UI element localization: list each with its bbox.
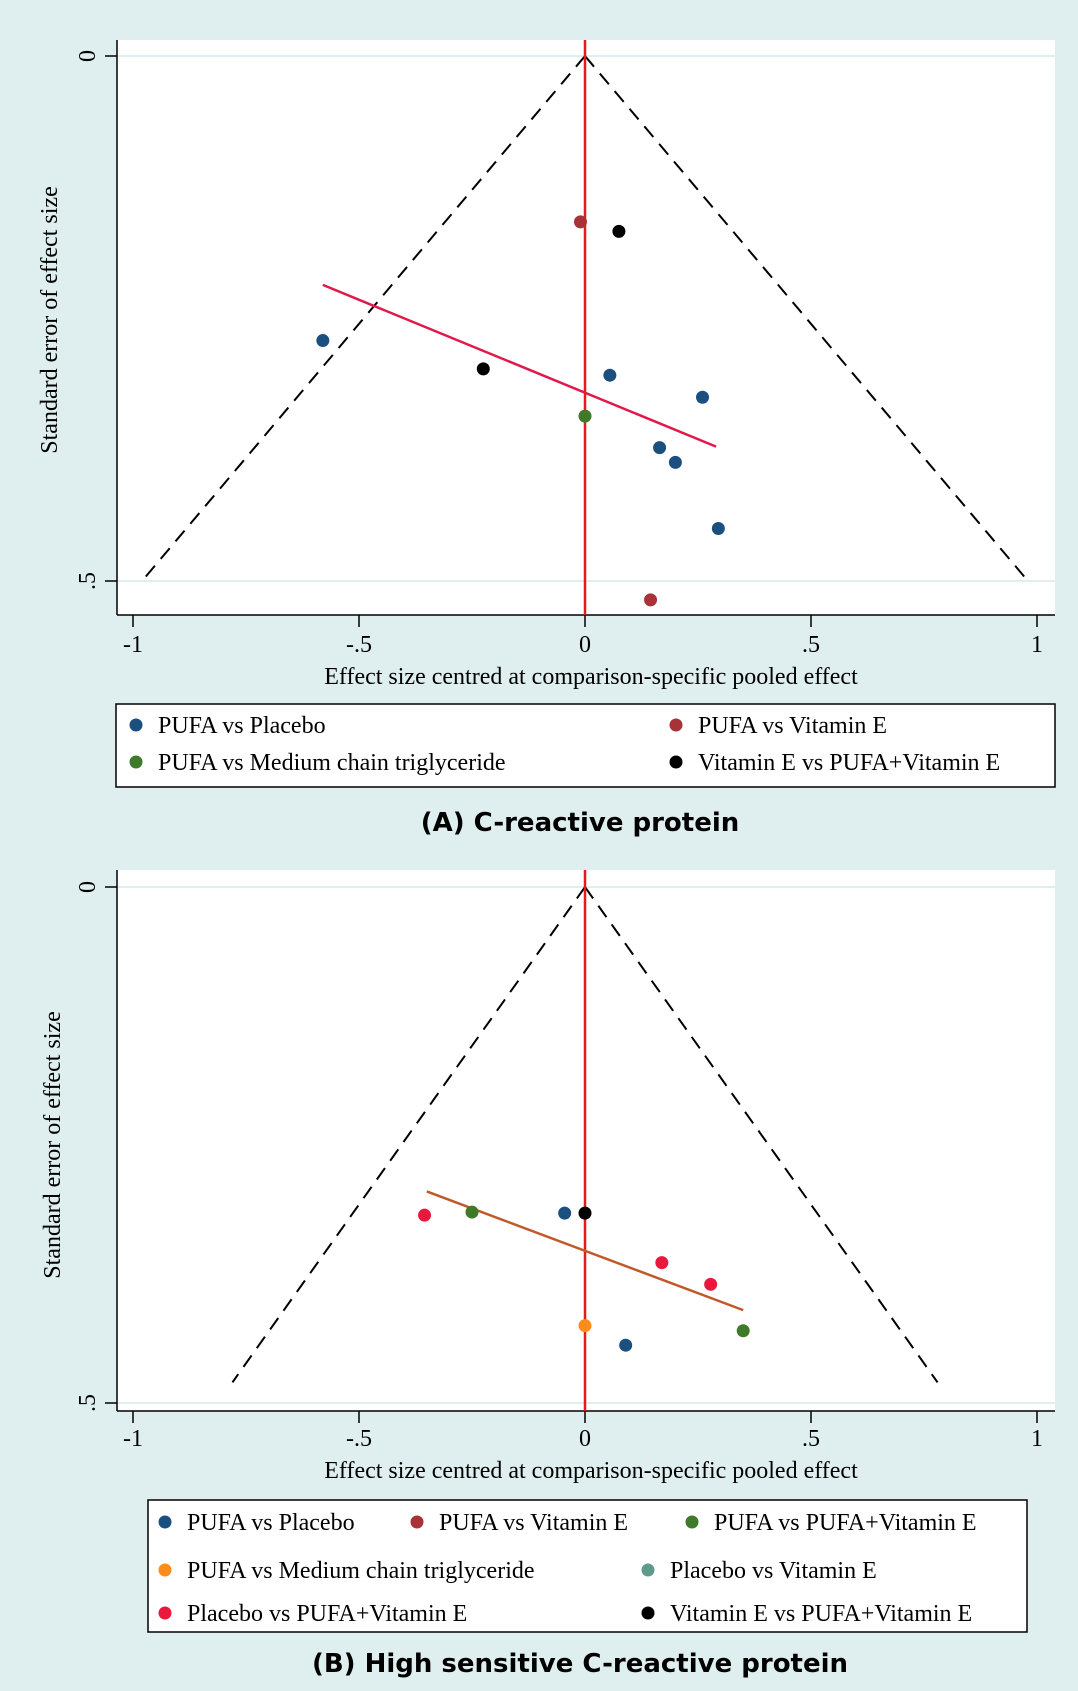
- x-tick-label-0: -1: [123, 1426, 143, 1452]
- panel-title: (B) High sensitive C-reactive protein: [312, 1649, 848, 1679]
- legend-marker-3: [158, 1563, 172, 1577]
- x-axis-label: Effect size centred at comparison-specif…: [324, 664, 858, 690]
- point-series-0-0: [558, 1206, 572, 1220]
- x-tick-label-1: -.5: [346, 1426, 372, 1452]
- panel-a: -1 -.5 0 .5 1 0 .5 Standard error of effect siz…: [37, 40, 1056, 838]
- legend-marker-1: [669, 718, 683, 732]
- x-tick-label-0: -1: [123, 632, 143, 658]
- x-tick-label-3: .5: [802, 632, 820, 658]
- legend-label-1: PUFA vs Vitamin E: [698, 713, 887, 739]
- y-axis-label: Standard error of effect size: [37, 186, 63, 453]
- funnel-right-limit: [584, 886, 939, 1383]
- x-tick-label-4: 1: [1031, 1426, 1043, 1452]
- point-series-0-0: [316, 334, 330, 348]
- legend-marker-1: [410, 1515, 424, 1529]
- point-series-3-0: [612, 224, 626, 238]
- x-tick-label-3: .5: [802, 1426, 820, 1452]
- legend-label-1: PUFA vs Vitamin E: [439, 1510, 628, 1536]
- y-tick-label-0: 0: [75, 881, 101, 893]
- legend-marker-2: [685, 1515, 699, 1529]
- y-tick-label-1: .5: [75, 1394, 101, 1412]
- point-series-0-3: [653, 441, 667, 455]
- legend-marker-4: [641, 1563, 655, 1577]
- legend-marker-0: [129, 718, 143, 732]
- legend-marker-0: [158, 1515, 172, 1529]
- x-tick-label-4: 1: [1031, 632, 1043, 658]
- y-tick-label-1: .5: [75, 572, 101, 590]
- point-series-1-0: [573, 215, 587, 229]
- regression-line: [322, 283, 717, 448]
- legend-label-3: Vitamin E vs PUFA+Vitamin E: [698, 750, 1000, 776]
- point-series-2-0: [578, 409, 592, 423]
- legend-box: [147, 1499, 1028, 1633]
- point-series-5-1: [655, 1256, 669, 1270]
- point-series-2-0: [465, 1205, 479, 1219]
- legend-label-6: Vitamin E vs PUFA+Vitamin E: [670, 1601, 972, 1627]
- regression-line: [426, 1190, 744, 1312]
- point-series-0-2: [696, 390, 710, 404]
- legend-label-4: Placebo vs Vitamin E: [670, 1558, 877, 1584]
- legend-label-0: PUFA vs Placebo: [187, 1510, 355, 1536]
- point-series-0-5: [711, 522, 725, 535]
- x-tick-label-2: 0: [579, 632, 591, 658]
- point-series-2-1: [736, 1324, 750, 1338]
- funnel-left-limit: [231, 886, 586, 1383]
- legend-marker-3: [669, 755, 683, 769]
- x-tick-label-1: -.5: [346, 632, 372, 658]
- legend-marker-2: [129, 755, 143, 769]
- panel-b: -1 -.5 0 .5 1 0 .5 Standard error of effect siz…: [40, 870, 1055, 1679]
- point-series-5-2: [704, 1277, 718, 1291]
- legend-label-3: PUFA vs Medium chain triglyceride: [187, 1558, 535, 1584]
- point-series-3-1: [476, 362, 490, 376]
- point-series-0-1: [603, 368, 617, 382]
- x-axis-label: Effect size centred at comparison-specif…: [324, 1458, 858, 1484]
- legend-box: [115, 703, 1056, 788]
- panel-title: (A) C-reactive protein: [421, 808, 740, 838]
- point-series-1-1: [644, 593, 658, 607]
- point-series-0-1: [619, 1338, 633, 1352]
- y-axis-label: Standard error of effect size: [40, 1011, 66, 1278]
- legend-label-2: PUFA vs PUFA+Vitamin E: [714, 1510, 977, 1536]
- legend-label-2: PUFA vs Medium chain triglyceride: [158, 750, 506, 776]
- legend-label-5: Placebo vs PUFA+Vitamin E: [187, 1601, 467, 1627]
- point-series-0-4: [668, 455, 682, 469]
- point-series-6-0: [578, 1206, 592, 1220]
- point-series-3-0: [578, 1319, 592, 1333]
- legend-marker-5: [158, 1606, 172, 1620]
- point-series-5-0: [418, 1208, 432, 1222]
- x-tick-label-2: 0: [579, 1426, 591, 1452]
- y-tick-label-0: 0: [75, 50, 101, 62]
- legend-marker-6: [641, 1606, 655, 1620]
- legend-label-0: PUFA vs Placebo: [158, 713, 326, 739]
